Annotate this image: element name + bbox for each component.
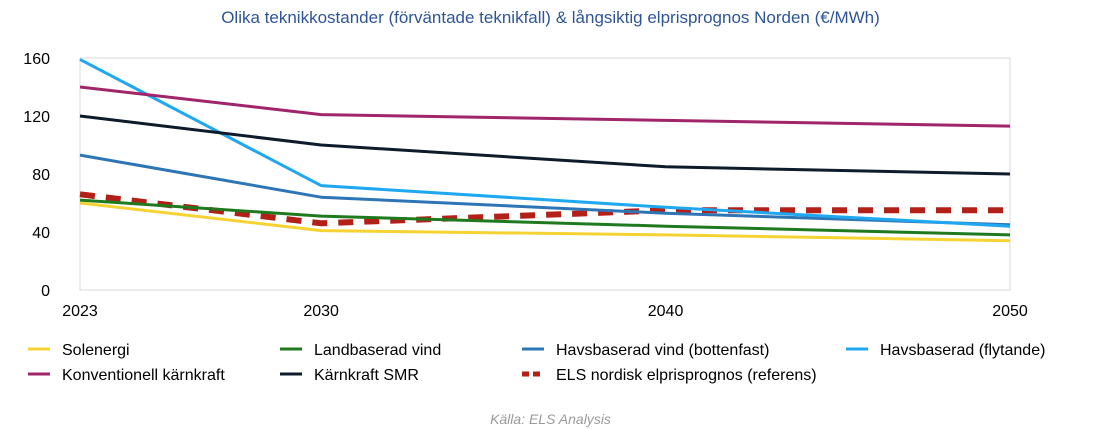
x-tick-label: 2050: [992, 303, 1028, 320]
y-tick-label: 0: [41, 283, 50, 300]
y-tick-label: 40: [32, 225, 50, 242]
legend: Solenergi Landbaserad vind Havsbaserad vin…: [28, 342, 1045, 384]
legend-label: Landbaserad vind: [314, 342, 441, 359]
x-tick-label: 2030: [303, 303, 339, 320]
legend-label: Havsbaserad vind (bottenfast): [556, 342, 769, 359]
legend-label: ELS nordisk elprisprognos (referens): [556, 367, 817, 384]
series-line: [79, 201, 1011, 243]
legend-label: Havsbaserad (flytande): [880, 342, 1045, 359]
series-line: [79, 85, 1011, 128]
y-tick-label: 80: [32, 167, 50, 184]
plot-area: [79, 57, 1011, 291]
legend-label: Kärnkraft SMR: [314, 367, 419, 384]
y-axis: 0 40 80 120 160: [23, 51, 50, 300]
x-tick-label: 2040: [648, 303, 684, 320]
x-axis: 2023 2030 2040 2050: [62, 303, 1028, 320]
legend-label: Konventionell kärnkraft: [62, 367, 225, 384]
series-line: [79, 153, 1011, 227]
chart-title: Olika teknikkostander (förväntade teknik…: [221, 8, 880, 27]
series-lines: [79, 58, 1011, 243]
source-note: Källa: ELS Analysis: [490, 411, 611, 427]
series-line: [79, 58, 1011, 228]
legend-label: Solenergi: [62, 342, 130, 359]
x-tick-label: 2023: [62, 303, 98, 320]
series-line: [79, 191, 1010, 227]
series-line: [79, 198, 1011, 237]
y-tick-label: 120: [23, 109, 50, 126]
y-tick-label: 160: [23, 51, 50, 68]
series-line: [79, 114, 1011, 176]
